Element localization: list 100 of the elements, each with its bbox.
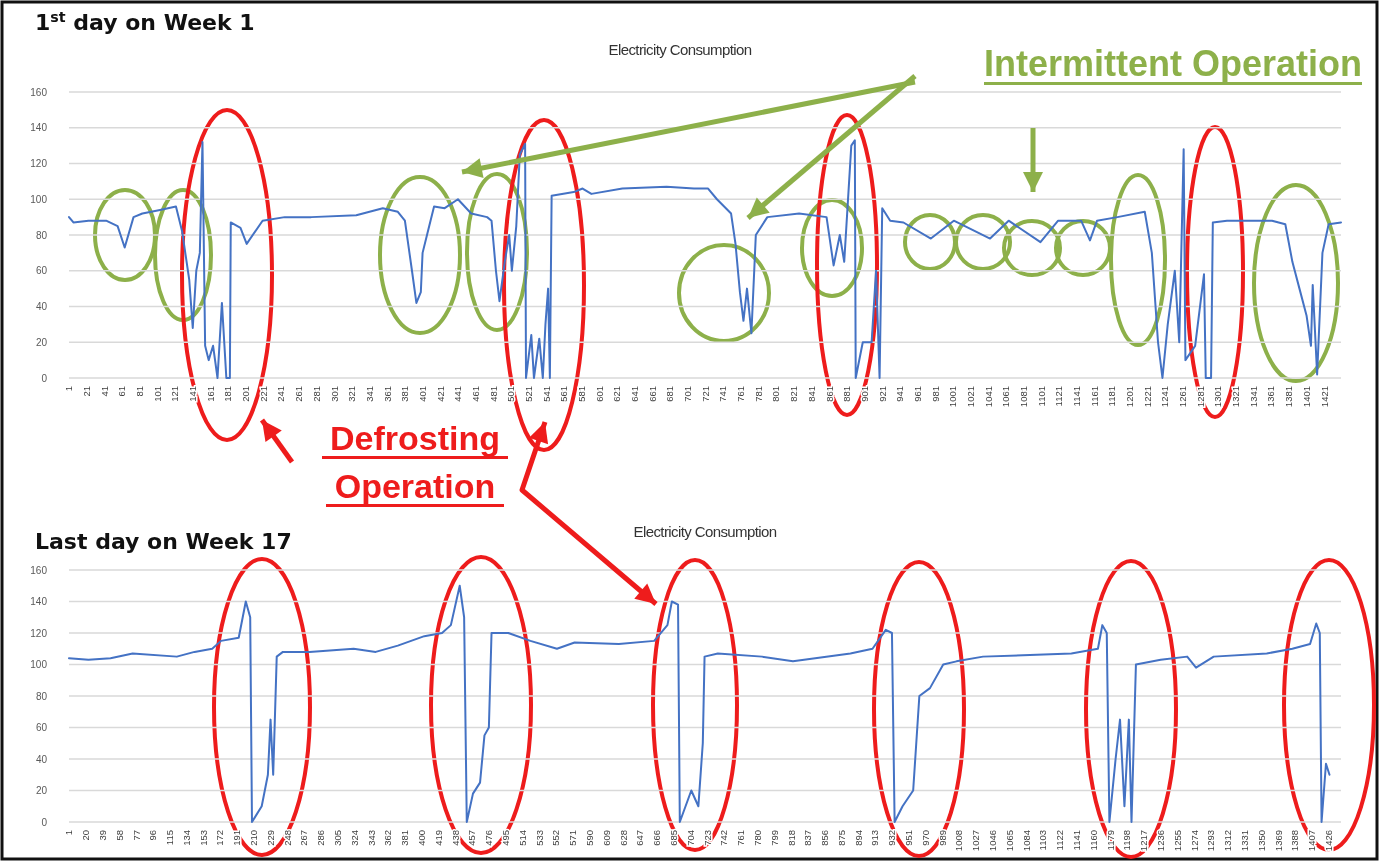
x-tick-label: 1201 — [1124, 386, 1136, 408]
x-tick-label: 761 — [735, 830, 747, 846]
x-tick-label: 1179 — [1104, 830, 1116, 851]
x-tick-label: 1141 — [1071, 830, 1083, 851]
x-tick-label: 1021 — [964, 386, 976, 408]
x-tick-label: 533 — [533, 830, 545, 846]
x-tick-label: 685 — [667, 830, 679, 846]
x-tick-label: 941 — [894, 386, 906, 402]
x-tick-label: 723 — [701, 830, 713, 846]
x-tick-label: 286 — [315, 830, 327, 846]
x-tick-label: 1381 — [1283, 386, 1295, 408]
x-tick-label: 1161 — [1088, 386, 1100, 407]
x-tick-label: 1 — [63, 830, 75, 836]
x-tick-label: 96 — [147, 830, 159, 841]
x-tick-label: 1 — [63, 386, 75, 392]
x-tick-label: 1241 — [1159, 386, 1171, 408]
x-tick-label: 961 — [911, 386, 923, 402]
x-tick-label: 801 — [770, 386, 782, 402]
x-tick-label: 590 — [583, 830, 595, 846]
x-tick-label: 1301 — [1212, 386, 1224, 408]
x-tick-label: 552 — [550, 830, 562, 846]
x-tick-label: 1274 — [1188, 830, 1200, 852]
x-tick-label: 861 — [823, 386, 835, 402]
x-tick-label: 1312 — [1222, 830, 1234, 852]
x-tick-label: 704 — [684, 830, 696, 846]
y-tick-label: 120 — [30, 158, 48, 169]
chart-title: Electricity Consumption — [633, 523, 777, 540]
x-tick-label: 1084 — [1020, 830, 1032, 852]
x-tick-label: 921 — [876, 386, 888, 402]
x-tick-label: 881 — [841, 386, 853, 402]
y-tick-label: 40 — [35, 753, 48, 765]
x-tick-label: 1046 — [987, 830, 999, 852]
x-tick-label: 561 — [558, 386, 570, 402]
y-tick-label: 20 — [35, 785, 48, 796]
x-tick-label: 1065 — [1003, 830, 1015, 852]
x-tick-label: 1341 — [1247, 386, 1259, 408]
x-tick-label: 741 — [717, 386, 729, 402]
x-tick-label: 419 — [432, 830, 444, 846]
x-tick-label: 875 — [835, 830, 847, 846]
x-tick-label: 681 — [664, 386, 676, 402]
x-tick-label: 1293 — [1205, 830, 1217, 852]
x-tick-label: 514 — [516, 830, 528, 846]
y-tick-label: 100 — [30, 659, 48, 670]
x-tick-label: 1221 — [1141, 386, 1153, 408]
x-tick-label: 381 — [399, 830, 411, 846]
x-tick-label: 1001 — [947, 386, 959, 408]
y-tick-label: 60 — [35, 722, 48, 733]
x-tick-label: 1181 — [1106, 386, 1118, 407]
x-tick-label: 1198 — [1121, 830, 1133, 851]
y-tick-label: 80 — [35, 690, 48, 702]
x-tick-label: 457 — [466, 830, 478, 846]
x-tick-label: 476 — [483, 830, 495, 846]
x-tick-label: 781 — [752, 386, 764, 402]
x-tick-label: 248 — [281, 830, 293, 846]
x-tick-label: 221 — [257, 386, 269, 402]
x-tick-label: 799 — [768, 830, 780, 846]
x-tick-label: 400 — [416, 830, 428, 846]
y-tick-label: 140 — [30, 122, 48, 134]
x-tick-label: 1217 — [1138, 830, 1150, 852]
line-series — [68, 139, 1342, 379]
text: 1$^{st}$ day on Week 1 — [35, 9, 255, 35]
x-tick-label: 191 — [231, 830, 243, 846]
x-tick-label: 1388 — [1289, 830, 1301, 852]
y-tick-label: 0 — [41, 372, 48, 384]
x-tick-label: 495 — [499, 830, 511, 846]
y-tick-label: 140 — [30, 596, 48, 607]
x-tick-label: 1426 — [1322, 830, 1334, 852]
x-tick-label: 970 — [919, 830, 931, 846]
x-tick-label: 421 — [434, 386, 446, 402]
x-tick-label: 161 — [204, 386, 216, 402]
x-tick-label: 21 — [81, 386, 92, 397]
x-tick-label: 821 — [788, 386, 800, 402]
x-tick-label: 721 — [699, 386, 711, 402]
x-tick-label: 1008 — [953, 830, 965, 852]
x-tick-label: 541 — [540, 386, 552, 402]
y-tick-label: 60 — [35, 265, 48, 277]
x-tick-label: 841 — [805, 386, 817, 402]
y-tick-label: 20 — [35, 336, 48, 348]
x-tick-label: 581 — [576, 386, 588, 402]
x-tick-label: 661 — [646, 386, 658, 402]
y-tick-label: 120 — [30, 627, 48, 639]
x-tick-label: 1281 — [1194, 386, 1206, 408]
x-tick-label: 181 — [222, 386, 234, 402]
x-tick-label: 1122 — [1054, 830, 1066, 851]
x-tick-label: 441 — [452, 386, 464, 402]
x-tick-label: 362 — [382, 830, 394, 846]
x-tick-label: 39 — [96, 830, 108, 841]
x-tick-label: 101 — [151, 386, 163, 402]
x-tick-label: 521 — [522, 386, 534, 402]
y-tick-label: 40 — [35, 301, 48, 312]
y-tick-label: 160 — [30, 86, 48, 98]
y-tick-label: 160 — [30, 564, 48, 576]
x-tick-label: 324 — [348, 830, 360, 846]
x-tick-label: 241 — [275, 386, 287, 402]
text: Defrosting Operation — [330, 419, 500, 505]
y-tick-label: 80 — [35, 229, 48, 241]
x-tick-label: 1350 — [1255, 830, 1267, 852]
x-tick-label: 229 — [264, 830, 276, 846]
x-tick-label: 501 — [505, 386, 517, 402]
text: Intermittent Operation — [983, 43, 1362, 84]
